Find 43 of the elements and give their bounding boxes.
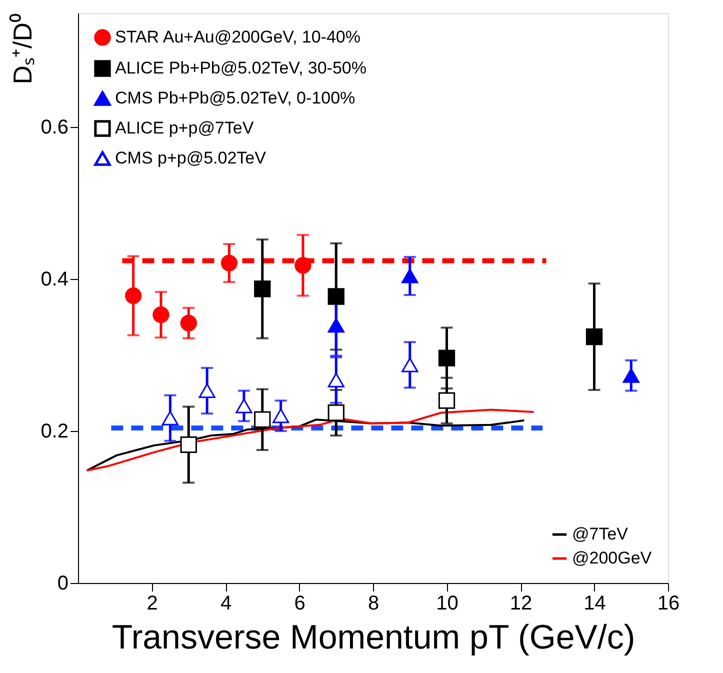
legend-label: STAR Au+Au@200GeV, 10-40% (115, 28, 360, 46)
point (162, 410, 179, 426)
y-tick-label: 0.6 (40, 116, 68, 138)
point (198, 383, 216, 398)
point (254, 411, 271, 428)
y-tick-label: 0.4 (40, 268, 68, 290)
point (180, 436, 197, 454)
point (328, 318, 344, 333)
y-axis-title: Dₛ⁺/D⁰ (8, 14, 38, 84)
point (328, 372, 344, 388)
point (152, 306, 170, 324)
point (124, 287, 142, 304)
point (180, 314, 197, 332)
x-tick-label: 10 (436, 592, 458, 614)
point (402, 268, 418, 284)
point (254, 280, 271, 298)
legend-label: @200GeV (572, 548, 652, 568)
x-axis-title: Transverse Momentum pT (GeV/c) (112, 618, 636, 656)
point (236, 398, 252, 414)
x-tick-label: 14 (584, 592, 606, 614)
point (272, 408, 290, 424)
x-tick-label: 8 (368, 592, 380, 614)
point (402, 358, 418, 372)
point (220, 254, 238, 272)
y-tick-label: 0 (57, 572, 68, 594)
y-tick-label: 0.2 (40, 420, 68, 442)
x-tick-label: 6 (294, 592, 306, 614)
point (438, 392, 456, 409)
point (294, 257, 312, 274)
point (328, 404, 344, 422)
point (586, 328, 603, 346)
point (328, 288, 344, 305)
legend-label: ALICE Pb+Pb@5.02TeV, 30-50% (115, 58, 366, 78)
legend-label: @7TeV (572, 524, 629, 544)
legend-label: CMS p+p@5.02TeV (115, 148, 267, 168)
x-tick-label: 16 (657, 592, 680, 614)
x-tick-label: 12 (510, 592, 532, 614)
point (438, 350, 456, 366)
legend-label: ALICE p+p@7TeV (115, 118, 254, 138)
point (622, 368, 640, 383)
x-tick-label: 2 (146, 592, 158, 614)
x-tick-label: 4 (220, 592, 232, 614)
legend-label: CMS Pb+Pb@5.02TeV, 0-100% (115, 88, 356, 108)
